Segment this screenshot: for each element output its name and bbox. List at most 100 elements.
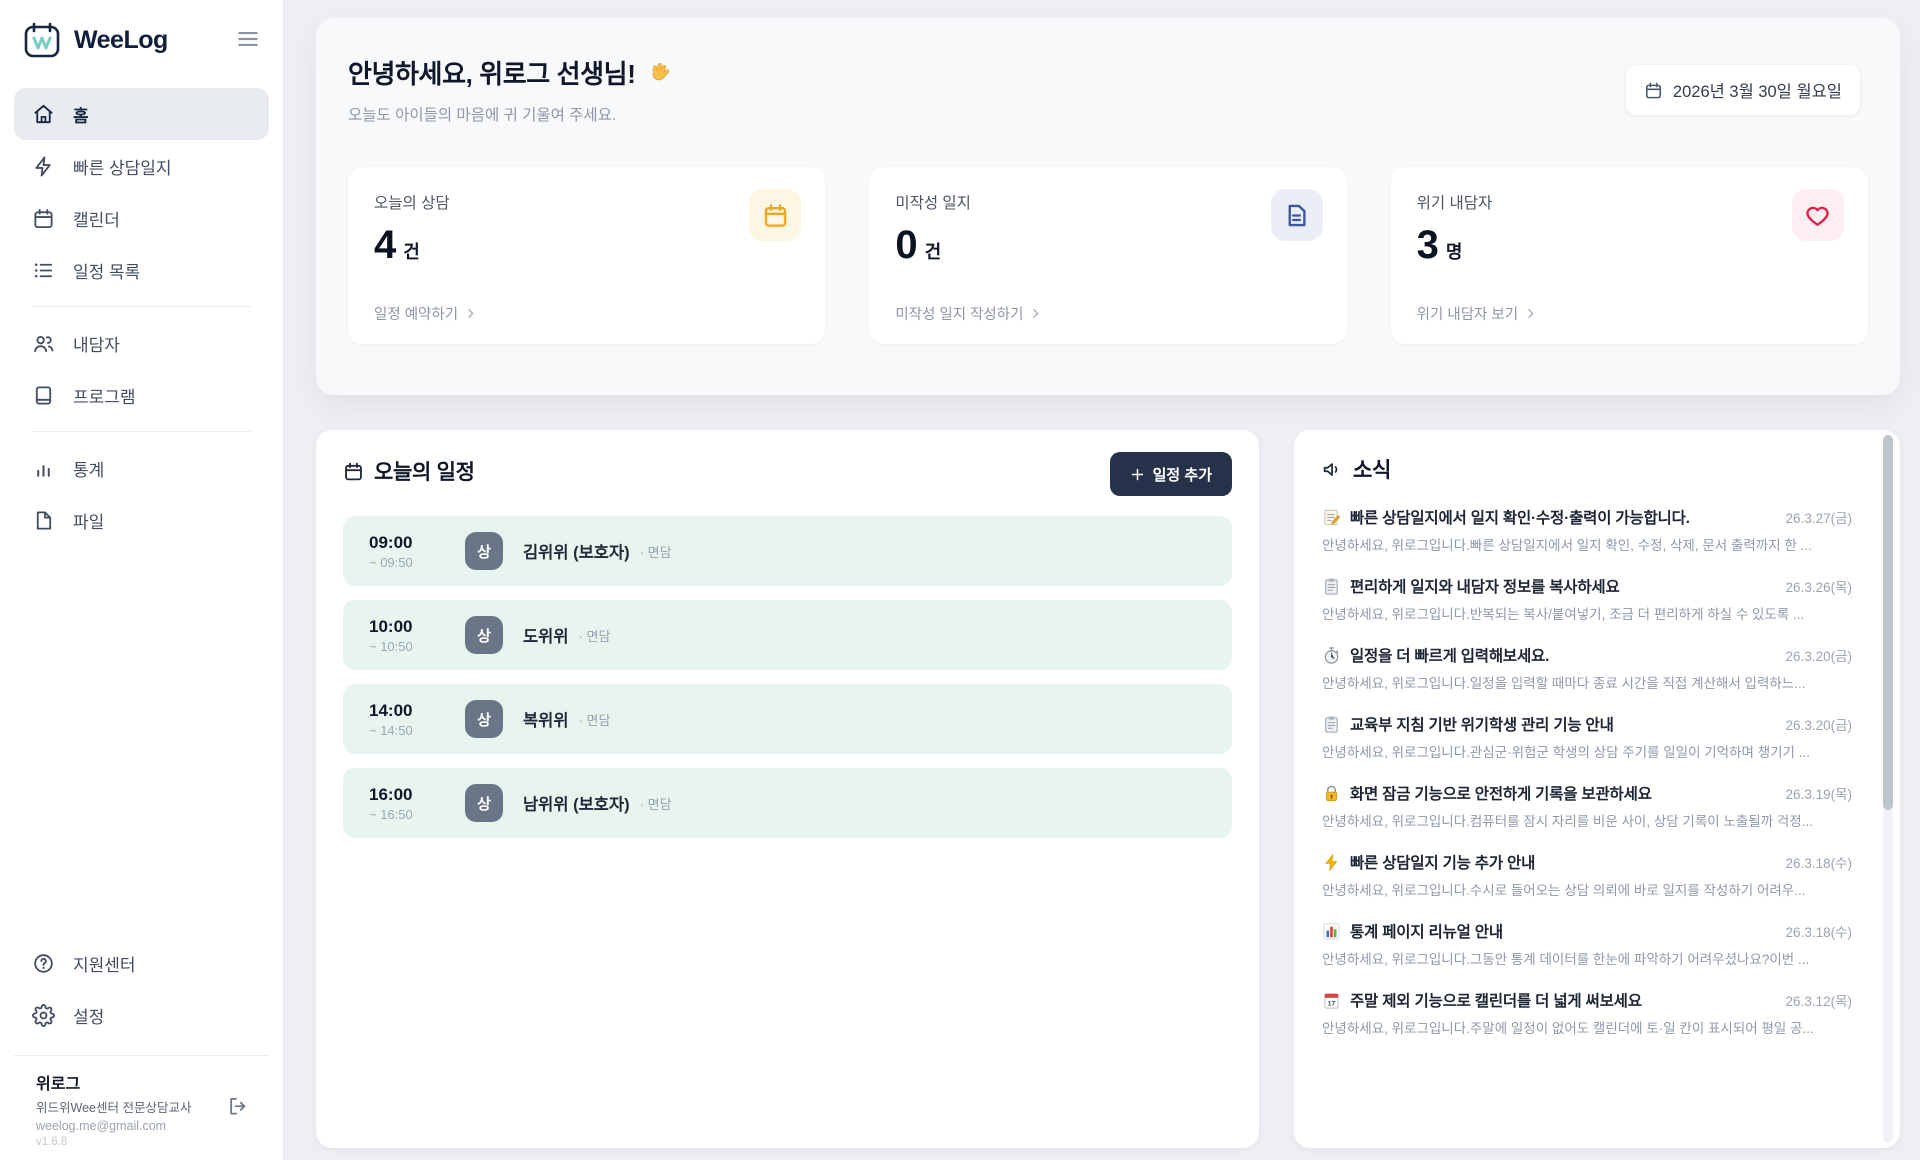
menu-toggle-icon[interactable]	[235, 26, 261, 52]
stat-unit: 건	[403, 242, 420, 262]
stat-value: 4	[374, 223, 396, 267]
list-icon	[34, 263, 53, 277]
sidebar-item-clients[interactable]: 내담자	[14, 317, 269, 369]
calendar-date-icon: 17	[1324, 992, 1339, 1009]
session-kind: · 면담	[578, 712, 611, 728]
sidebar-item-label: 파일	[73, 512, 105, 532]
sidebar-footer: 지원센터 설정 위로그 위드위Wee센터 전문상담교사 weelog.me@gm…	[0, 937, 283, 1160]
megaphone-icon	[1323, 462, 1338, 476]
news-desc: 안녕하세요, 위로그입니다.수시로 들어오는 상담 의뢰에 바로 일지를 작성하…	[1322, 883, 1806, 898]
chevron-right-icon	[1528, 309, 1534, 318]
news-date: 26.3.12(목)	[1785, 994, 1852, 1009]
news-date: 26.3.18(수)	[1785, 856, 1852, 871]
news-item[interactable]: 일정을 더 빠르게 입력해보세요. 26.3.20(금) 안녕하세요, 위로그입…	[1322, 644, 1852, 692]
news-item[interactable]: 17 주말 제외 기능으로 캘린더를 더 넓게 써보세요 26.3.12(목) …	[1322, 989, 1852, 1037]
sidebar-item-label: 통계	[73, 460, 105, 480]
stat-card-today-sessions: 오늘의 상담 4 건 일정 예약하기	[348, 167, 826, 344]
home-icon	[34, 104, 53, 123]
news-item[interactable]: 통계 페이지 리뉴얼 안내 26.3.18(수) 안녕하세요, 위로그입니다.그…	[1322, 920, 1852, 968]
sidebar: WeeLog 홈 빠른 상담일지 캘린더 일정 목록	[0, 0, 284, 1160]
bar-chart-icon	[37, 464, 50, 477]
sidebar-item-support[interactable]: 지원센터	[14, 937, 269, 989]
plus-icon	[1131, 468, 1143, 480]
session-kind: · 면담	[639, 544, 672, 560]
schedule-list: 09:00 ~ 09:50 상 김위위 (보호자) · 면담 10:00 ~ 1…	[343, 516, 1232, 838]
schedule-time-end: ~ 16:50	[369, 806, 413, 822]
main-content: 안녕하세요, 위로그 선생님! 오늘도 아이들의 마음에 귀 기울여 주세요. …	[284, 0, 1920, 1160]
logout-icon[interactable]	[227, 1095, 249, 1117]
stat-label: 위기 내담자	[1416, 195, 1493, 212]
schedule-item[interactable]: 16:00 ~ 16:50 상 남위위 (보호자) · 면담	[343, 768, 1232, 838]
schedule-time-end: ~ 10:50	[369, 638, 413, 654]
schedule-time: 09:00	[369, 532, 413, 552]
sidebar-divider	[32, 306, 251, 307]
sidebar-divider	[32, 431, 251, 432]
sidebar-item-label: 내담자	[73, 335, 120, 355]
stat-unit: 건	[924, 242, 942, 262]
news-list: 빠른 상담일지에서 일지 확인·수정·출력이 가능합니다. 26.3.27(금)…	[1322, 506, 1852, 1037]
news-item[interactable]: 편리하게 일지와 내담자 정보를 복사하세요 26.3.26(목) 안녕하세요,…	[1322, 575, 1852, 623]
calendar-icon	[749, 189, 802, 241]
stat-value: 0	[895, 223, 917, 267]
news-panel: 소식 빠른 상담일지에서 일지 확인·수정·출력이 가능합니다. 26.3.27…	[1294, 430, 1900, 1148]
session-type-badge: 상	[465, 616, 503, 654]
sidebar-item-schedule-list[interactable]: 일정 목록	[14, 244, 269, 296]
schedule-time: 16:00	[369, 784, 413, 804]
sidebar-item-programs[interactable]: 프로그램	[14, 369, 269, 421]
write-log-link[interactable]: 미작성 일지 작성하기	[895, 303, 1320, 324]
news-item[interactable]: 화면 잠금 기능으로 안전하게 기록을 보관하세요 26.3.19(목) 안녕하…	[1322, 782, 1852, 830]
clipboard-icon	[1325, 578, 1338, 595]
users-icon	[34, 335, 54, 352]
news-date: 26.3.19(목)	[1785, 787, 1852, 802]
session-type-badge: 상	[465, 700, 503, 738]
calendar-icon	[1645, 82, 1661, 98]
schedule-item[interactable]: 10:00 ~ 10:50 상 도위위 · 면담	[343, 600, 1232, 670]
logo-row: WeeLog	[0, 0, 283, 74]
news-item[interactable]: 빠른 상담일지에서 일지 확인·수정·출력이 가능합니다. 26.3.27(금)…	[1322, 506, 1852, 554]
sidebar-item-label: 홈	[73, 106, 89, 126]
sidebar-item-label: 일정 목록	[73, 262, 141, 282]
news-scrollbar-thumb[interactable]	[1883, 435, 1893, 811]
news-desc: 안녕하세요, 위로그입니다.반복되는 복사/붙여넣기, 조금 더 편리하게 하실…	[1322, 607, 1805, 622]
sidebar-item-label: 프로그램	[73, 387, 136, 407]
client-name: 남위위 (보호자)	[523, 796, 630, 814]
news-item[interactable]: 교육부 지침 기반 위기학생 관리 기능 안내 26.3.20(금) 안녕하세요…	[1322, 713, 1852, 761]
news-date: 26.3.27(금)	[1785, 511, 1852, 526]
schedule-item[interactable]: 14:00 ~ 14:50 상 복위위 · 면담	[343, 684, 1232, 754]
sidebar-item-files[interactable]: 파일	[14, 494, 269, 546]
schedule-booking-link[interactable]: 일정 예약하기	[374, 303, 799, 324]
hero-section: 안녕하세요, 위로그 선생님! 오늘도 아이들의 마음에 귀 기울여 주세요. …	[316, 18, 1900, 395]
client-name: 도위위	[523, 628, 569, 646]
user-name: 위로그	[36, 1076, 81, 1093]
stat-unit: 명	[1445, 242, 1463, 262]
svg-text:17: 17	[1328, 1000, 1336, 1007]
help-circle-icon	[34, 953, 53, 973]
lock-icon	[1325, 785, 1338, 801]
schedule-item[interactable]: 09:00 ~ 09:50 상 김위위 (보호자) · 면담	[343, 516, 1232, 586]
sidebar-item-statistics[interactable]: 통계	[14, 442, 269, 494]
sidebar-item-home[interactable]: 홈	[14, 88, 269, 140]
sidebar-item-calendar[interactable]: 캘린더	[14, 192, 269, 244]
news-desc: 안녕하세요, 위로그입니다.컴퓨터를 잠시 자리를 비운 사이, 상담 기록이 …	[1322, 814, 1813, 829]
client-name: 김위위 (보호자)	[523, 544, 630, 562]
greeting-row: 안녕하세요, 위로그 선생님!	[348, 54, 1868, 91]
news-desc: 안녕하세요, 위로그입니다.그동안 통계 데이터를 한눈에 파악하기 어려우셨나…	[1322, 952, 1810, 967]
news-desc: 안녕하세요, 위로그입니다.일정을 입력할 때마다 종료 시간을 직접 계산해서…	[1322, 676, 1806, 691]
book-icon	[35, 385, 52, 405]
news-desc: 안녕하세요, 위로그입니다.빠른 상담일지에서 일지 확인, 수정, 삭제, 문…	[1322, 538, 1812, 553]
view-crisis-clients-link[interactable]: 위기 내담자 보기	[1417, 303, 1842, 324]
calendar-icon	[34, 208, 53, 228]
session-kind: · 면담	[578, 628, 611, 644]
add-schedule-button[interactable]: 일정 추가	[1109, 452, 1232, 496]
sidebar-item-quick-log[interactable]: 빠른 상담일지	[14, 140, 269, 192]
sidebar-item-settings[interactable]: 설정	[14, 989, 269, 1041]
weelog-logo-icon	[24, 22, 60, 58]
news-item[interactable]: 빠른 상담일지 기능 추가 안내 26.3.18(수) 안녕하세요, 위로그입니…	[1322, 851, 1852, 899]
app-version: v1.6.8	[36, 1136, 68, 1148]
schedule-time-end: ~ 14:50	[369, 722, 413, 738]
stat-value: 3	[1416, 223, 1439, 267]
session-kind: · 면담	[639, 796, 672, 812]
schedule-header: 오늘의 일정	[343, 456, 1232, 486]
news-scrollbar-track[interactable]	[1883, 435, 1893, 1143]
